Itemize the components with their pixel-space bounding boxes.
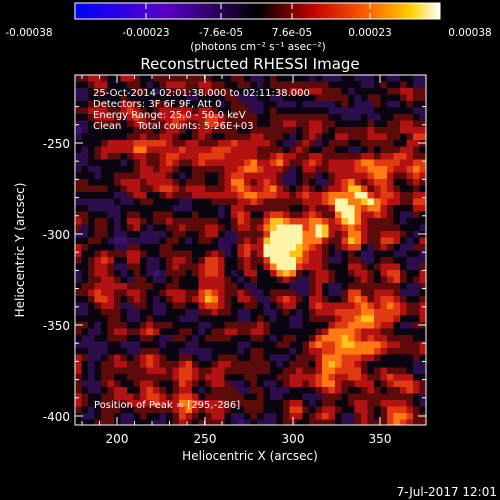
colorbar-tick-label: 7.6e-05 <box>272 27 312 39</box>
x-tick-label: 300 <box>282 432 305 446</box>
y-tick-label: -300 <box>43 228 70 242</box>
colorbar: -0.00038 -0.00023 -7.6e-05 7.6e-05 0.000… <box>5 2 492 53</box>
x-tick-label: 350 <box>369 432 392 446</box>
colorbar-gradient <box>74 2 441 20</box>
x-axis-label: Heliocentric X (arcsec) <box>182 449 318 463</box>
x-tick-label: 250 <box>194 432 217 446</box>
x-tick-label: 200 <box>106 432 129 446</box>
annotation-energy-range: Energy Range: 25.0 - 50.0 keV <box>93 110 246 121</box>
colorbar-unit-label: (photons cm⁻² s⁻¹ asec⁻²) <box>190 41 325 53</box>
peak-position-label: Position of Peak = [295,-286] <box>94 400 240 411</box>
annotation-total-counts: Clean Total counts: 5.26E+03 <box>93 121 253 132</box>
axis-tickmarks <box>75 75 426 425</box>
y-tick-label: -400 <box>43 410 70 424</box>
plot-frame <box>74 74 427 426</box>
colorbar-tick-label: 0.00023 <box>348 27 391 39</box>
colorbar-tick-label: -0.00038 <box>5 27 52 39</box>
y-axis-label: Heliocentric Y (arcsec) <box>13 183 27 318</box>
colorbar-tickmarks <box>145 3 371 19</box>
colorbar-tick-label: 0.00038 <box>448 27 491 39</box>
annotation-time-range: 25-Oct-2014 02:01:38.000 to 02:11:38.000 <box>93 88 310 99</box>
footer-date: 7-Jul-2017 12:01 <box>397 485 497 499</box>
colorbar-tick-label: -0.00023 <box>122 27 169 39</box>
annotation-detectors: Detectors: 3F 6F 9F, Att 0 <box>93 99 221 110</box>
y-tick-label: -250 <box>43 137 70 151</box>
y-tick-label: -350 <box>43 319 70 333</box>
annotation-block: 25-Oct-2014 02:01:38.000 to 02:11:38.000… <box>93 88 310 132</box>
colorbar-tick-label: -7.6e-05 <box>199 27 243 39</box>
plot-title: Reconstructed RHESSI Image <box>140 55 359 73</box>
heatmap-image <box>75 75 426 425</box>
